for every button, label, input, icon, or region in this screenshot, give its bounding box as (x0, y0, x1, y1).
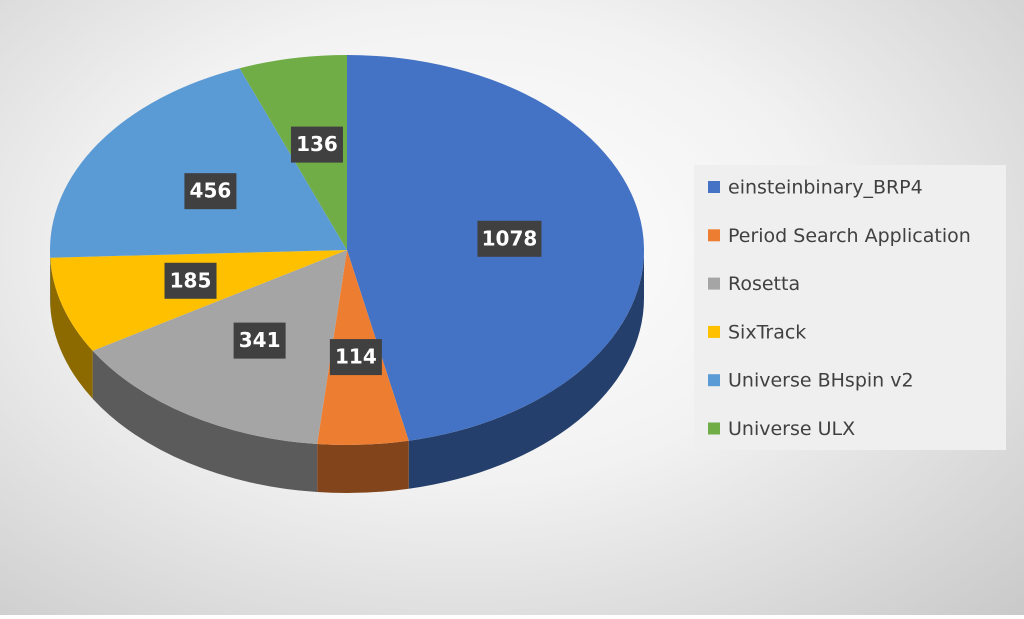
data-label: 341 (239, 328, 281, 352)
legend-swatch (708, 423, 720, 435)
legend-swatch (708, 229, 720, 241)
legend-label: Rosetta (728, 273, 800, 295)
slice-side (317, 441, 409, 493)
data-label: 456 (190, 179, 232, 203)
legend-label: einsteinbinary_BRP4 (728, 177, 923, 199)
legend-swatch (708, 374, 720, 386)
data-label: 1078 (482, 226, 538, 250)
data-label: 185 (170, 268, 212, 292)
legend-label: SixTrack (728, 321, 806, 343)
data-label: 136 (296, 132, 338, 156)
legend-label: Period Search Application (728, 225, 971, 247)
legend-swatch (708, 326, 720, 338)
legend-label: Universe ULX (728, 418, 855, 440)
legend-swatch (708, 181, 720, 193)
legend-box (694, 165, 1006, 450)
data-label: 114 (335, 345, 377, 369)
legend-swatch (708, 278, 720, 290)
legend-label: Universe BHspin v2 (728, 370, 914, 392)
